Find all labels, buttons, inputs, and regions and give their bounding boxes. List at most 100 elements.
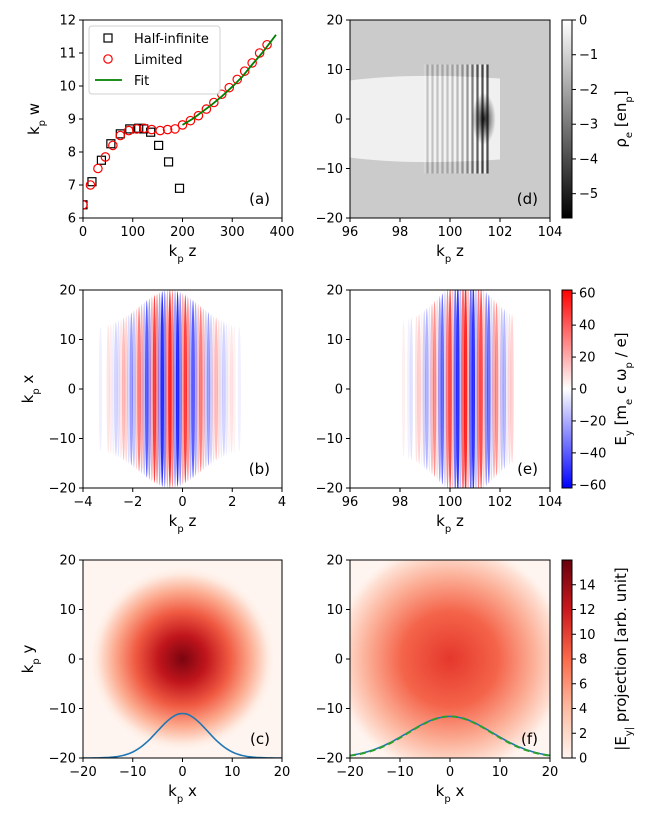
colorbar-tick-label: 4 — [579, 702, 587, 717]
y-tick-label: 10 — [59, 603, 76, 618]
colorbar-tick-label: 40 — [579, 319, 596, 334]
limited-point — [108, 140, 118, 151]
ey-initial-map-stripe — [196, 304, 200, 474]
ey-initial-map-stripe — [124, 316, 128, 462]
ey-initial-map-stripe — [232, 325, 236, 453]
x-tick-label: 0 — [79, 225, 87, 240]
panel-a: 0 100 200 300 400 6 7 8 9 10 11 12 kp z kp w (a) — [25, 14, 294, 265]
y-tick-label: −20 — [49, 482, 76, 497]
ey-later-map-stripe — [430, 303, 434, 475]
ey-initial-map-stripe — [199, 306, 203, 472]
colorbar-tick-label: −3 — [579, 118, 598, 133]
ey-later-map-stripe — [445, 290, 450, 488]
ey-initial-map-stripe — [160, 291, 164, 487]
half-infinite-point — [154, 140, 164, 150]
ey-initial-map-stripe — [132, 310, 136, 468]
ey-later-map-stripe — [417, 313, 421, 465]
limited-point — [247, 58, 257, 68]
y-tick-label: 20 — [326, 284, 343, 299]
colorbar-scale — [561, 559, 573, 759]
x-tick-label: 102 — [488, 495, 513, 510]
y-tick-label: 10 — [59, 80, 76, 95]
colorbar-label: |Ey| projection [arb. unit] — [612, 567, 635, 750]
panel-d: 96 98 100 102 104 −20 −10 0 10 20 kp z (d) — [316, 14, 563, 265]
y-tick-label: 0 — [68, 653, 76, 668]
half-infinite-point — [106, 139, 116, 149]
ey-initial-map-stripe — [224, 322, 229, 456]
x-axis-label: kp z — [436, 512, 464, 535]
ey-later-map-stripe — [419, 312, 424, 466]
y-tick-label: −10 — [316, 702, 343, 717]
profile-curve-c — [83, 712, 282, 758]
ey-later-map-stripe — [484, 292, 488, 486]
ey-later-map-stripe — [476, 290, 481, 488]
y-tick-label: 7 — [68, 179, 76, 194]
ey-later-map-stripe — [502, 309, 507, 469]
colorbar-tick-label: −5 — [579, 187, 598, 202]
y-axis-label: kp x — [19, 375, 42, 404]
ey-later-map-stripe — [474, 290, 478, 488]
ey-initial-map-stripe — [165, 290, 169, 488]
x-tick-label: 20 — [274, 765, 291, 780]
ey-later-map-stripe — [435, 298, 439, 480]
x-tick-label: −10 — [386, 765, 413, 780]
ey-initial-map-stripe — [137, 306, 141, 472]
density-map — [350, 20, 550, 218]
ey-later-map-stripe — [456, 290, 460, 488]
limited-point — [185, 115, 196, 126]
ey-initial-map-stripe — [222, 321, 226, 457]
y-axis-label: kp y — [19, 645, 42, 674]
panel-label: (e) — [517, 460, 538, 478]
colorbar-tick-label: 0 — [579, 14, 587, 29]
y-tick-label: −20 — [316, 752, 343, 767]
x-axis-label: kp x — [436, 782, 465, 805]
ey-initial-map-stripe — [219, 320, 223, 458]
limited-point — [224, 82, 235, 93]
x-tick-label: 20 — [542, 765, 559, 780]
limited-point — [239, 66, 250, 76]
density-wake-core — [471, 93, 496, 145]
ey-later-map-stripe — [510, 314, 514, 464]
ey-later-map-stripe — [481, 290, 486, 488]
colorbar-cb2: 60 40 20 0 −20 −40 −60 Ey [me c ωp / e] — [561, 287, 635, 493]
limited-point — [139, 123, 149, 134]
legend-label: Half-infinite — [134, 32, 209, 47]
panel-f: −20 −10 0 10 20 −20 −10 0 10 20 kp x (f) — [316, 554, 559, 805]
colorbar-tick-label: 0 — [579, 752, 587, 767]
colorbar-tick-label: 2 — [579, 727, 587, 742]
colorbar-tick-label: −1 — [579, 48, 598, 63]
x-axis-label: kp x — [168, 782, 197, 805]
ey-initial-map-stripe — [178, 292, 182, 486]
half-infinite-point — [174, 183, 185, 193]
panel-a-series — [83, 34, 277, 210]
x-tick-label: 200 — [170, 225, 195, 240]
limited-point — [170, 124, 180, 134]
y-tick-label: 10 — [326, 333, 343, 348]
ey-later-map-stripe — [461, 290, 465, 488]
limited-point — [85, 180, 96, 190]
ey-later-map-stripe — [479, 290, 483, 488]
ey-initial-map-stripe — [114, 321, 118, 457]
colorbar-tick-label: 0 — [579, 383, 587, 398]
ey-initial-map-stripe — [237, 326, 241, 452]
ey-initial-map-background — [83, 290, 282, 488]
density-channel — [350, 75, 500, 163]
x-tick-label: 2 — [228, 495, 236, 510]
ey-initial-map-stripe — [163, 290, 167, 488]
ey-later-map-stripe — [487, 294, 491, 484]
ey-later-map-stripe — [494, 302, 499, 476]
ey-initial-map-stripe — [227, 323, 231, 455]
ey-later-map-stripe — [448, 290, 452, 488]
panel-label: (d) — [517, 190, 538, 208]
ey-later-map-stripe — [409, 318, 414, 460]
ey-initial-map-stripe — [98, 326, 103, 452]
panel-e: 96 98 100 102 104 −20 −10 0 10 20 kp z (e) — [316, 284, 563, 535]
colorbar-tick-label: −60 — [579, 478, 606, 493]
x-tick-label: −2 — [123, 495, 142, 510]
colorbar-tick-label: −4 — [579, 152, 598, 167]
panel-label: (a) — [249, 190, 270, 208]
ey-later-map-stripe — [507, 313, 512, 465]
x-tick-label: 104 — [538, 495, 563, 510]
